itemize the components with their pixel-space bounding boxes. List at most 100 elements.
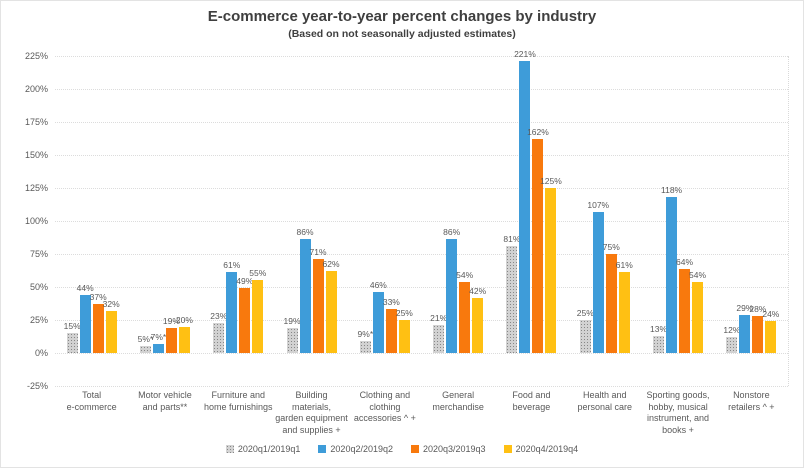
bar-value-label: 25% <box>576 308 594 318</box>
bar-value-label: 23% <box>210 310 228 321</box>
category-label: Nonstore retailers ^ + <box>728 390 775 412</box>
bar-value-label: 29% <box>736 302 754 313</box>
bar <box>105 310 117 353</box>
gridline <box>55 221 788 222</box>
gridline <box>55 155 788 156</box>
legend-swatch <box>225 445 234 453</box>
y-axis-tick-label: 25% <box>29 315 48 325</box>
bar <box>739 314 751 353</box>
bar-value-label: 7%* <box>150 331 167 342</box>
bar <box>152 343 164 353</box>
legend-item: 2020q3/2019q3 <box>411 444 486 454</box>
bar-value-label: 107% <box>587 199 610 210</box>
bar-value-label: 54% <box>456 269 474 280</box>
bar <box>299 239 311 353</box>
bar <box>178 326 190 353</box>
bar <box>385 309 397 353</box>
bar <box>312 259 324 353</box>
category-label: General merchandise <box>432 390 484 412</box>
bar-value-label: 61% <box>615 260 633 271</box>
bar-value-label: 44% <box>76 282 94 293</box>
bar-value-label: 33% <box>382 297 400 308</box>
legend-swatch <box>318 445 327 453</box>
bar <box>592 211 604 353</box>
bar <box>472 297 484 353</box>
bar <box>519 61 531 353</box>
bar-value-label: 49% <box>236 276 254 287</box>
y-axis-tick-label: 175% <box>24 117 48 127</box>
bar-value-label: 55% <box>249 268 267 279</box>
legend-item: 2020q2/2019q2 <box>318 444 393 454</box>
bar-value-label: 162% <box>527 127 549 138</box>
bar <box>239 288 251 353</box>
legend-label: 2020q4/2019q4 <box>515 444 579 454</box>
bar-value-label: 5%* <box>137 334 154 345</box>
gridline <box>55 89 788 90</box>
bar-value-label: 86% <box>296 227 314 238</box>
bar-value-label: 13% <box>650 323 668 334</box>
bar <box>66 333 78 353</box>
bar <box>79 294 91 353</box>
bar <box>765 321 777 353</box>
bar <box>286 327 298 353</box>
bar-value-label: 54% <box>689 269 707 280</box>
y-axis-tick-label: 200% <box>24 84 48 94</box>
category-label: Sporting goods, hobby, musical instrumen… <box>646 390 710 436</box>
bar-value-label: 28% <box>749 304 767 315</box>
bar <box>359 341 371 353</box>
bar <box>726 337 738 353</box>
bar <box>252 280 264 353</box>
bar <box>692 281 704 353</box>
bar-value-label: 19% <box>283 315 301 326</box>
category-label: Total e-commerce <box>66 390 117 412</box>
y-axis-tick-label: 150% <box>24 150 48 160</box>
bar <box>532 139 544 353</box>
gridline <box>55 188 788 189</box>
bar-value-label: 37% <box>89 292 107 303</box>
category-label: Building materials, garden equipment and… <box>275 390 348 436</box>
bar-value-label: 21% <box>430 313 448 324</box>
y-axis-tick-label: 125% <box>24 183 48 193</box>
bar-value-label: 75% <box>602 242 620 252</box>
y-axis-tick-label: 75% <box>29 249 48 259</box>
bar <box>139 346 151 353</box>
bar-value-label: 86% <box>443 227 461 238</box>
bar <box>752 316 764 353</box>
gridline <box>55 353 788 354</box>
category-label: Clothing and clothing accessories ^ + <box>353 390 416 424</box>
bar <box>92 304 104 353</box>
gridline <box>55 320 788 321</box>
bar <box>165 327 177 353</box>
legend-item: 2020q1/2019q1 <box>225 444 301 454</box>
bar <box>618 272 630 353</box>
legend-label: 2020q1/2019q1 <box>237 444 301 454</box>
category-label: Furniture and home furnishings <box>203 390 273 412</box>
gridline <box>55 254 788 255</box>
legend-label: 2020q3/2019q3 <box>423 444 486 454</box>
chart-title: E-commerce year-to-year percent changes … <box>207 8 597 25</box>
gridline <box>55 386 788 387</box>
bar <box>213 322 225 353</box>
bar-value-label: 62% <box>322 259 340 270</box>
gridline <box>55 122 788 123</box>
bar-value-label: 32% <box>102 298 120 309</box>
y-axis-tick-label: 50% <box>29 282 48 292</box>
y-axis-tick-label: 225% <box>24 51 48 61</box>
legend: 2020q1/2019q1 2020q2/2019q2 2020q3/2019q3 2… <box>0 444 804 454</box>
legend-swatch <box>503 445 512 453</box>
legend-label: 2020q2/2019q2 <box>330 444 393 454</box>
bar-value-label: 81% <box>503 234 521 245</box>
gridline <box>55 287 788 288</box>
category-label: Motor vehicle and parts** <box>138 390 192 412</box>
bar-value-label: 71% <box>309 247 327 258</box>
chart-subtitle: (Based on not seasonally adjusted estima… <box>288 28 516 40</box>
bar-value-label: 20% <box>175 314 193 325</box>
bar <box>372 292 384 353</box>
bar-value-label: 24% <box>762 309 780 320</box>
bar <box>506 246 518 353</box>
bar <box>666 197 678 353</box>
bar <box>446 239 458 353</box>
bar-value-label: 25% <box>395 308 413 318</box>
bar-value-label: 118% <box>660 185 683 196</box>
bar-value-label: 15% <box>63 321 81 332</box>
